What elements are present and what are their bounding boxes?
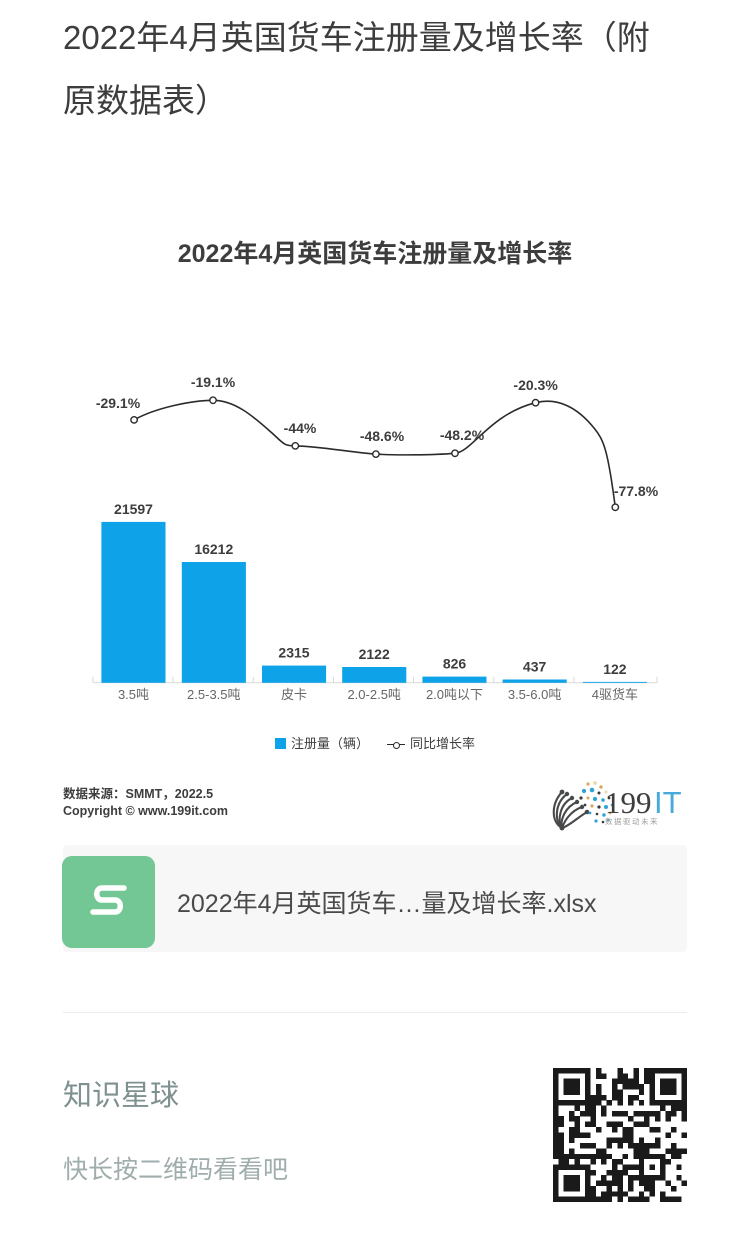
svg-text:3.5吨: 3.5吨 [118,687,149,702]
svg-text:2315: 2315 [278,645,309,661]
svg-text:2.0-2.5吨: 2.0-2.5吨 [347,687,400,702]
svg-text:-77.8%: -77.8% [614,483,659,499]
svg-text:-48.6%: -48.6% [360,428,405,444]
svg-text:437: 437 [523,659,547,675]
svg-text:199: 199 [605,785,652,820]
svg-text:4驱货车: 4驱货车 [592,687,638,702]
svg-text:826: 826 [443,656,467,672]
svg-text:-19.1%: -19.1% [191,374,236,390]
svg-text:-29.1%: -29.1% [96,395,141,411]
svg-text:-44%: -44% [284,420,317,436]
svg-text:2.0吨以下: 2.0吨以下 [426,687,483,702]
svg-text:数据驱动未来: 数据驱动未来 [605,816,659,826]
svg-text:16212: 16212 [194,541,233,557]
svg-text:2.5-3.5吨: 2.5-3.5吨 [187,687,240,702]
svg-text:2122: 2122 [359,646,390,662]
svg-text:122: 122 [603,661,627,677]
svg-text:-48.2%: -48.2% [440,427,485,443]
svg-text:3.5-6.0吨: 3.5-6.0吨 [508,687,561,702]
svg-text:IT: IT [654,785,682,820]
svg-text:皮卡: 皮卡 [281,687,307,702]
svg-text:-20.3%: -20.3% [513,377,558,393]
svg-text:21597: 21597 [114,501,153,517]
